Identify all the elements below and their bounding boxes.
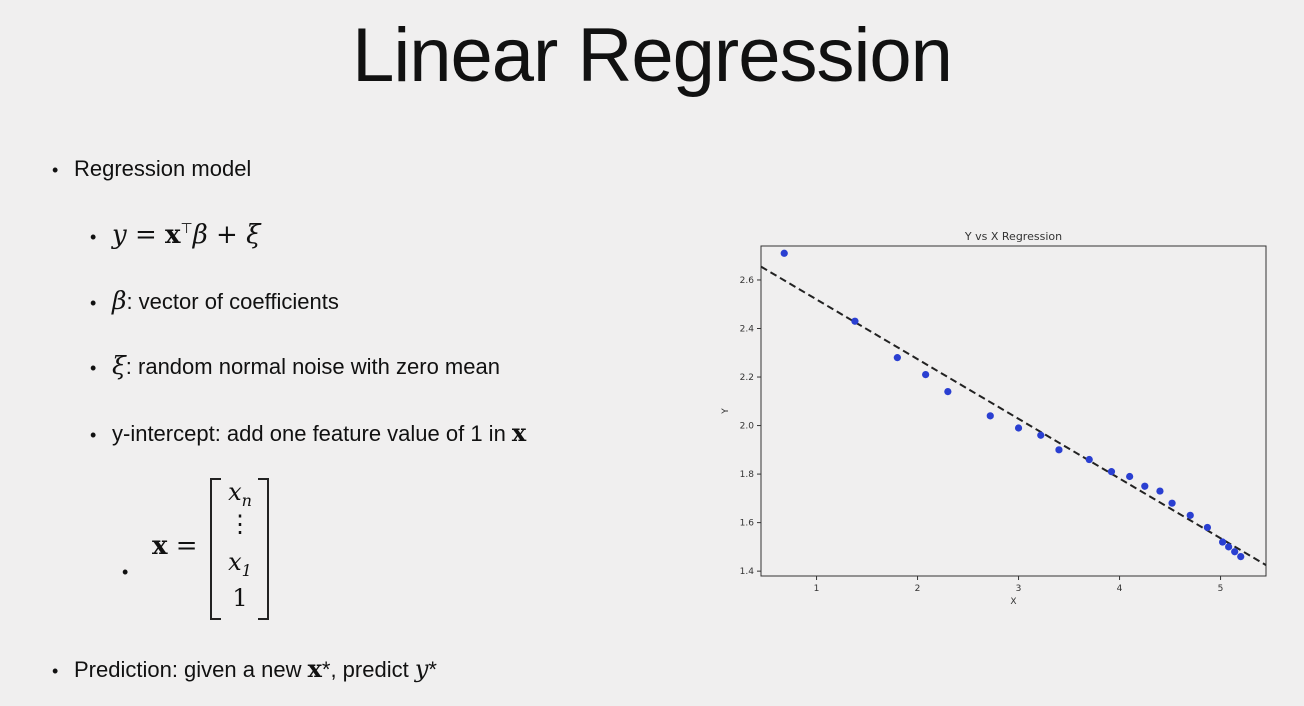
prediction-text: Prediction: given a new [74, 657, 308, 682]
xi-desc: : random normal noise with zero mean [125, 354, 500, 379]
x-tick-label: 3 [1016, 584, 1022, 594]
data-point [1141, 482, 1149, 490]
x-tick-label: 1 [814, 584, 820, 594]
data-point [1156, 487, 1164, 495]
eq-transpose: ⊤ [180, 221, 193, 237]
x-axis-label: X [1010, 597, 1016, 607]
regression-chart: Y vs X Regression 1 2 3 4 5 1.4 1.6 1.8 2.0 2.2 2.4… [721, 230, 1267, 607]
intercept-x: x [511, 418, 527, 447]
data-point [1055, 446, 1063, 454]
data-point [1085, 455, 1093, 464]
data-point [922, 371, 930, 379]
bullet-dot: • [90, 293, 97, 313]
prediction-ystar: * [428, 657, 437, 682]
bullet-prediction: • Prediction: given a new x*, predict y* [52, 654, 437, 683]
beta-desc: : vector of coefficients [126, 289, 339, 314]
matrix-entry-vdots: ⋮ [228, 510, 252, 538]
data-point [1037, 431, 1045, 439]
data-point [986, 412, 994, 420]
plot-frame [760, 245, 1267, 577]
data-point [1107, 468, 1116, 476]
slide-title: Linear Regression [352, 13, 953, 98]
prediction-x: x [307, 654, 322, 683]
bullet-beta: • β: vector of coefficients [90, 286, 339, 315]
matrix-bracket-right [258, 478, 269, 620]
bullet-dot: • [52, 160, 59, 180]
bullet-dot: • [122, 562, 129, 582]
bullet-regression-model: • Regression model [52, 156, 251, 182]
x-tick-label: 5 [1218, 584, 1224, 594]
y-tick-label: 1.6 [740, 519, 755, 529]
eq-beta: β [192, 220, 208, 250]
xi-symbol: ξ [112, 351, 126, 380]
matrix-bracket-left [210, 478, 221, 620]
bullet-text: Regression model [74, 156, 252, 181]
y-tick-label: 2.2 [740, 373, 754, 383]
beta-symbol: β [112, 286, 127, 315]
prediction-mid: , predict [330, 657, 415, 682]
eq-xi: ξ [246, 220, 261, 250]
y-tick-label: 1.8 [740, 470, 755, 480]
data-point [1014, 424, 1023, 432]
chart-title: Y vs X Regression [964, 230, 1062, 243]
eq-x: x [165, 220, 181, 250]
data-point [1168, 499, 1176, 507]
bullet-dot: • [90, 227, 97, 247]
intercept-text: y-intercept: add one feature value of 1 … [112, 421, 512, 446]
data-point [1225, 543, 1233, 551]
y-tick-label: 2.6 [740, 276, 755, 286]
bullet-equation: • y = x⊤β + ξ [90, 219, 260, 250]
prediction-star: * [321, 657, 331, 682]
bullet-matrix: • x = xn ⋮ x1 1 [122, 474, 282, 620]
matrix-entry-one: 1 [232, 584, 248, 612]
y-axis-label: Y [721, 408, 731, 415]
data-point [944, 387, 952, 396]
data-point [780, 249, 788, 257]
data-point [893, 354, 901, 362]
data-point [1186, 511, 1194, 519]
bullet-dot: • [52, 661, 59, 681]
eq-equals: = [126, 220, 166, 250]
bullet-dot: • [90, 358, 97, 378]
x-tick-label: 4 [1117, 584, 1123, 594]
data-point [1126, 472, 1134, 481]
data-point [1237, 552, 1245, 561]
bullet-dot: • [90, 425, 97, 445]
x-tick-label: 2 [915, 584, 921, 594]
data-point [851, 317, 859, 325]
bullet-intercept: • y-intercept: add one feature value of 1… [90, 418, 526, 447]
bullet-xi: • ξ: random normal noise with zero mean [90, 351, 500, 380]
eq-y: y [112, 220, 127, 250]
data-point [1231, 548, 1239, 556]
eq-plus: + [207, 220, 247, 250]
data-point [1218, 538, 1227, 546]
matrix-lhs: x = [152, 531, 198, 561]
matrix-entry-xn: xn [228, 478, 252, 510]
matrix-entry-x1: x1 [228, 548, 252, 580]
y-tick-label: 1.4 [740, 567, 755, 577]
prediction-y: y [414, 655, 429, 683]
y-tick-label: 2.0 [740, 422, 755, 432]
y-tick-label: 2.4 [740, 325, 755, 335]
regression-fit-line [760, 265, 1267, 566]
data-point [1203, 523, 1212, 532]
